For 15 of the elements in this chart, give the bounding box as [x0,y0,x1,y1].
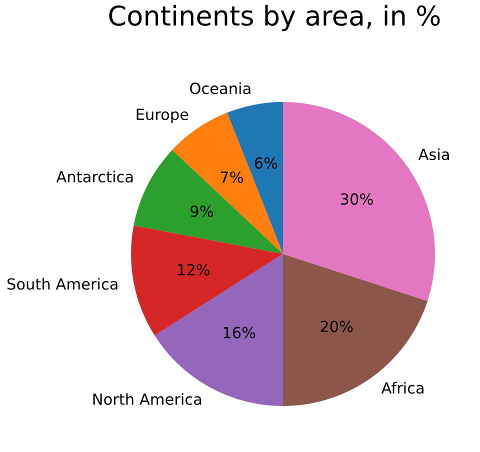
slice-label: Antarctica [56,170,133,183]
slice-label: Europe [136,108,188,124]
slice-label: Oceania [190,82,250,94]
data-label: 30% [340,193,373,205]
data-label: 20% [320,320,353,332]
data-label: 9% [190,205,214,218]
data-label: 7% [220,171,244,184]
slice-label: North America [93,393,202,405]
chart-title: Continents by area, in % [109,4,440,32]
slice-label: South America [7,278,118,290]
data-label: 6% [254,157,278,169]
slice-label: Asia [418,148,449,160]
data-label: 12% [178,264,210,276]
slice-label: Africa [381,382,424,394]
data-label: 16% [224,326,256,338]
